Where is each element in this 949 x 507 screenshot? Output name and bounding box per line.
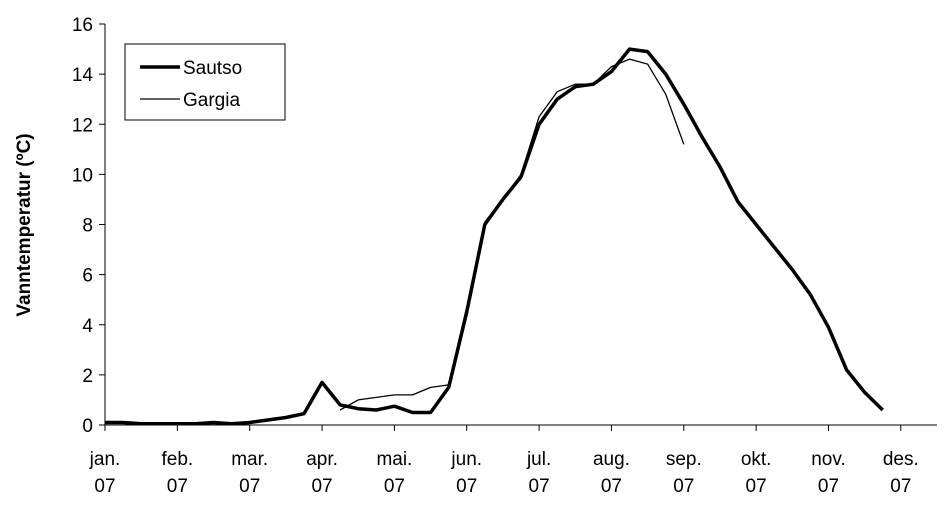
legend-box	[124, 43, 286, 121]
x-tick-label: aug. 07	[593, 449, 630, 497]
x-tick-label: jul. 07	[526, 449, 551, 497]
y-tick-label: 8	[82, 216, 93, 237]
legend-label: Sautso	[183, 58, 242, 79]
series-line	[105, 47, 884, 426]
x-tick-label: des. 07	[883, 449, 919, 497]
x-tick-label: okt. 07	[741, 449, 772, 497]
y-axis-label: Vanntemperatur (ºC)	[14, 133, 35, 316]
y-tick-label: 4	[82, 316, 93, 337]
x-tick-label: jan. 07	[89, 449, 121, 497]
y-tick-label: 12	[72, 115, 93, 136]
y-tick-label: 0	[82, 416, 93, 437]
x-tick-label: sep. 07	[666, 449, 702, 497]
x-tick-label: jun. 07	[450, 449, 482, 497]
y-tick-label: 6	[82, 266, 93, 287]
y-tick-label: 14	[72, 65, 94, 86]
legend-label: Gargia	[183, 90, 240, 111]
series-line	[339, 58, 685, 411]
x-tick-label: mar. 07	[231, 449, 268, 497]
x-tick-label: mai. 07	[376, 449, 412, 497]
y-tick-label: 10	[72, 165, 93, 186]
x-tick-label: nov. 07	[811, 449, 846, 497]
y-tick-label: 16	[72, 15, 93, 36]
x-tick-label: apr. 07	[306, 449, 338, 497]
x-tick-label: feb. 07	[161, 449, 193, 497]
y-tick-label: 2	[82, 366, 93, 387]
